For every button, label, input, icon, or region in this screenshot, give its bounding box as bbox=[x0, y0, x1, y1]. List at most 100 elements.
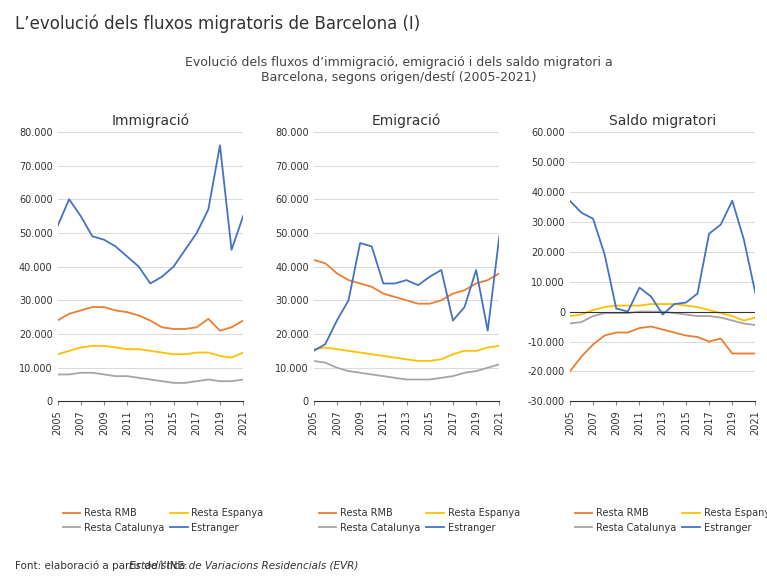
Resta Catalunya bbox=[436, 374, 446, 381]
Resta RMB bbox=[390, 294, 400, 301]
Resta Catalunya bbox=[577, 319, 586, 326]
Resta RMB bbox=[728, 350, 737, 357]
Resta Espanya bbox=[413, 357, 423, 364]
Resta RMB bbox=[76, 307, 85, 314]
Resta Espanya bbox=[87, 342, 97, 349]
Resta Espanya bbox=[704, 306, 713, 314]
Estranger bbox=[309, 347, 318, 355]
Resta Espanya bbox=[716, 309, 726, 316]
Resta Espanya bbox=[146, 347, 155, 355]
Resta RMB bbox=[146, 317, 155, 324]
Resta Catalunya bbox=[402, 376, 411, 383]
Estranger bbox=[495, 233, 504, 240]
Resta Espanya bbox=[169, 350, 178, 357]
Resta Catalunya bbox=[658, 308, 667, 315]
Resta Espanya bbox=[134, 346, 143, 353]
Resta Catalunya bbox=[146, 376, 155, 383]
Resta Espanya bbox=[355, 349, 364, 356]
Line: Resta RMB: Resta RMB bbox=[314, 260, 499, 304]
Resta RMB bbox=[111, 307, 120, 314]
Resta Catalunya bbox=[123, 373, 132, 380]
Resta Catalunya bbox=[216, 377, 225, 384]
Resta Catalunya bbox=[379, 373, 388, 380]
Estranger bbox=[577, 209, 586, 216]
Estranger bbox=[53, 223, 62, 230]
Estranger bbox=[728, 197, 737, 205]
Resta Espanya bbox=[436, 356, 446, 363]
Resta Espanya bbox=[577, 311, 586, 318]
Estranger bbox=[111, 243, 120, 250]
Text: L’evolució dels fluxos migratoris de Barcelona (I): L’evolució dels fluxos migratoris de Bar… bbox=[15, 15, 420, 33]
Resta Catalunya bbox=[309, 357, 318, 364]
Line: Resta Espanya: Resta Espanya bbox=[570, 304, 755, 321]
Resta RMB bbox=[227, 323, 236, 331]
Resta RMB bbox=[436, 297, 446, 304]
Resta Espanya bbox=[495, 342, 504, 349]
Resta RMB bbox=[355, 280, 364, 287]
Estranger bbox=[239, 213, 248, 220]
Text: Evolució dels fluxos d’immigració, emigració i dels saldo migratori a
Barcelona,: Evolució dels fluxos d’immigració, emigr… bbox=[185, 56, 613, 84]
Resta RMB bbox=[425, 300, 434, 307]
Legend: Resta RMB, Resta Catalunya, Resta Espanya, Estranger: Resta RMB, Resta Catalunya, Resta Espany… bbox=[58, 504, 268, 537]
Title: Emigració: Emigració bbox=[372, 114, 441, 128]
Estranger bbox=[600, 251, 609, 258]
Resta RMB bbox=[379, 290, 388, 297]
Resta Espanya bbox=[157, 349, 166, 356]
Resta Catalunya bbox=[367, 371, 377, 378]
Estranger bbox=[146, 280, 155, 287]
Resta Catalunya bbox=[227, 377, 236, 384]
Estranger bbox=[344, 297, 353, 304]
Resta Catalunya bbox=[449, 373, 458, 380]
Resta Catalunya bbox=[87, 369, 97, 376]
Estranger bbox=[227, 246, 236, 253]
Resta Espanya bbox=[751, 314, 760, 321]
Resta RMB bbox=[647, 323, 656, 330]
Resta Catalunya bbox=[180, 379, 189, 386]
Resta RMB bbox=[670, 329, 679, 336]
Estranger bbox=[472, 267, 481, 274]
Resta Catalunya bbox=[728, 317, 737, 324]
Resta RMB bbox=[180, 325, 189, 332]
Estranger bbox=[751, 290, 760, 297]
Resta RMB bbox=[693, 333, 702, 340]
Estranger bbox=[739, 236, 749, 243]
Text: Font: elaboració a partir de l’INE:: Font: elaboració a partir de l’INE: bbox=[15, 561, 191, 571]
Estranger bbox=[123, 253, 132, 260]
Line: Estranger: Estranger bbox=[570, 201, 755, 315]
Resta Catalunya bbox=[193, 377, 202, 384]
Resta Espanya bbox=[460, 347, 469, 355]
Resta RMB bbox=[87, 304, 97, 311]
Resta RMB bbox=[600, 332, 609, 339]
Resta RMB bbox=[321, 260, 330, 267]
Resta Espanya bbox=[53, 350, 62, 357]
Resta Catalunya bbox=[635, 308, 644, 315]
Resta Catalunya bbox=[425, 376, 434, 383]
Resta Catalunya bbox=[472, 367, 481, 374]
Estranger bbox=[436, 267, 446, 274]
Resta Espanya bbox=[483, 344, 492, 351]
Estranger bbox=[216, 142, 225, 149]
Resta Catalunya bbox=[693, 312, 702, 319]
Resta Espanya bbox=[390, 354, 400, 361]
Resta Catalunya bbox=[751, 322, 760, 329]
Estranger bbox=[704, 230, 713, 237]
Resta RMB bbox=[658, 326, 667, 333]
Resta RMB bbox=[332, 270, 341, 277]
Resta Espanya bbox=[588, 306, 597, 314]
Estranger bbox=[321, 340, 330, 347]
Resta Espanya bbox=[227, 354, 236, 361]
Resta Espanya bbox=[64, 347, 74, 355]
Estranger bbox=[87, 233, 97, 240]
Resta Catalunya bbox=[111, 373, 120, 380]
Estranger bbox=[76, 213, 85, 220]
Estranger bbox=[635, 284, 644, 291]
Line: Resta RMB: Resta RMB bbox=[58, 307, 243, 331]
Line: Resta RMB: Resta RMB bbox=[570, 326, 755, 372]
Resta Espanya bbox=[728, 312, 737, 319]
Estranger bbox=[588, 215, 597, 222]
Resta RMB bbox=[413, 300, 423, 307]
Resta Catalunya bbox=[53, 371, 62, 378]
Estranger bbox=[565, 197, 574, 205]
Resta Catalunya bbox=[204, 376, 213, 383]
Resta RMB bbox=[449, 290, 458, 297]
